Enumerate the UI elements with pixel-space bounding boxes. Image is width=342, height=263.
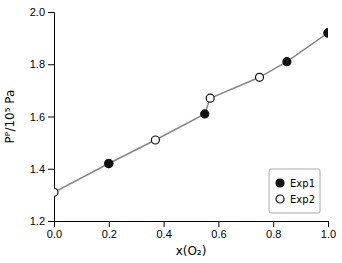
point bbox=[105, 160, 113, 168]
tick: 1.0 bbox=[321, 221, 336, 240]
x-axis-title: x(O₂) bbox=[176, 244, 207, 258]
axis-line bbox=[55, 222, 329, 228]
tick: 1.2 bbox=[30, 215, 54, 227]
tick-mark bbox=[273, 221, 274, 227]
tick: 1.8 bbox=[30, 58, 54, 70]
point bbox=[283, 58, 291, 66]
x-axis: 0.0 0.2 0.4 0.6 0.8 1.0 bbox=[47, 221, 336, 240]
tick-label: 0.0 bbox=[47, 228, 62, 240]
tick-label: 2.0 bbox=[30, 6, 45, 18]
tick-mark bbox=[164, 221, 165, 227]
tick-label: 1.6 bbox=[30, 111, 45, 123]
y-axis-title: Pᴾ/10⁵ Pa bbox=[3, 90, 17, 144]
tick: 0.4 bbox=[156, 221, 171, 240]
tick-mark bbox=[109, 221, 110, 227]
tick-label: 1.8 bbox=[30, 58, 45, 70]
point bbox=[206, 94, 214, 102]
line bbox=[54, 33, 328, 192]
legend-symbol bbox=[276, 195, 284, 203]
plot: 0.00.20.40.60.81.01.21.41.61.82.0Exp1Exp… bbox=[30, 6, 336, 240]
legend-label: Exp2 bbox=[290, 194, 315, 205]
tick-mark bbox=[328, 221, 329, 227]
tick-mark bbox=[48, 169, 54, 170]
legend-item: Exp1 bbox=[276, 178, 315, 189]
point bbox=[151, 136, 159, 144]
tick-label: 1.2 bbox=[30, 215, 45, 227]
tick-label: 0.2 bbox=[102, 228, 117, 240]
legend-box bbox=[269, 169, 320, 213]
tick-label: 0.4 bbox=[156, 228, 171, 240]
tick: 1.6 bbox=[30, 111, 54, 123]
tick: 0.8 bbox=[266, 221, 281, 240]
legend-label: Exp1 bbox=[290, 178, 315, 189]
point-series bbox=[105, 29, 328, 168]
tick-label: 0.8 bbox=[266, 228, 281, 240]
axis-line bbox=[48, 13, 55, 222]
tick: 0.6 bbox=[211, 221, 226, 240]
chart: 0.00.20.40.60.81.01.21.41.61.82.0Exp1Exp… bbox=[0, 0, 342, 263]
legend-item: Exp2 bbox=[276, 194, 315, 205]
tick-label: 1.4 bbox=[30, 163, 45, 175]
tick-mark bbox=[218, 221, 219, 227]
legend: Exp1 Exp2 bbox=[269, 169, 320, 213]
tick-label: 0.6 bbox=[211, 228, 226, 240]
tick: 1.4 bbox=[30, 163, 54, 175]
tick-mark bbox=[48, 64, 54, 65]
tick-mark bbox=[48, 12, 54, 13]
legend-symbol bbox=[276, 179, 284, 187]
tick-mark bbox=[48, 117, 54, 118]
point bbox=[201, 110, 209, 118]
tick: 2.0 bbox=[30, 6, 54, 18]
point bbox=[324, 29, 328, 37]
tick-mark bbox=[48, 221, 54, 222]
tick: 0.0 bbox=[47, 221, 62, 240]
tick: 0.2 bbox=[102, 221, 117, 240]
y-axis: 1.2 1.4 1.6 1.8 2.0 bbox=[30, 6, 55, 227]
tick-label: 1.0 bbox=[321, 228, 336, 240]
point bbox=[256, 73, 264, 81]
point bbox=[54, 188, 58, 196]
point bbox=[324, 29, 328, 37]
point bbox=[105, 160, 113, 168]
